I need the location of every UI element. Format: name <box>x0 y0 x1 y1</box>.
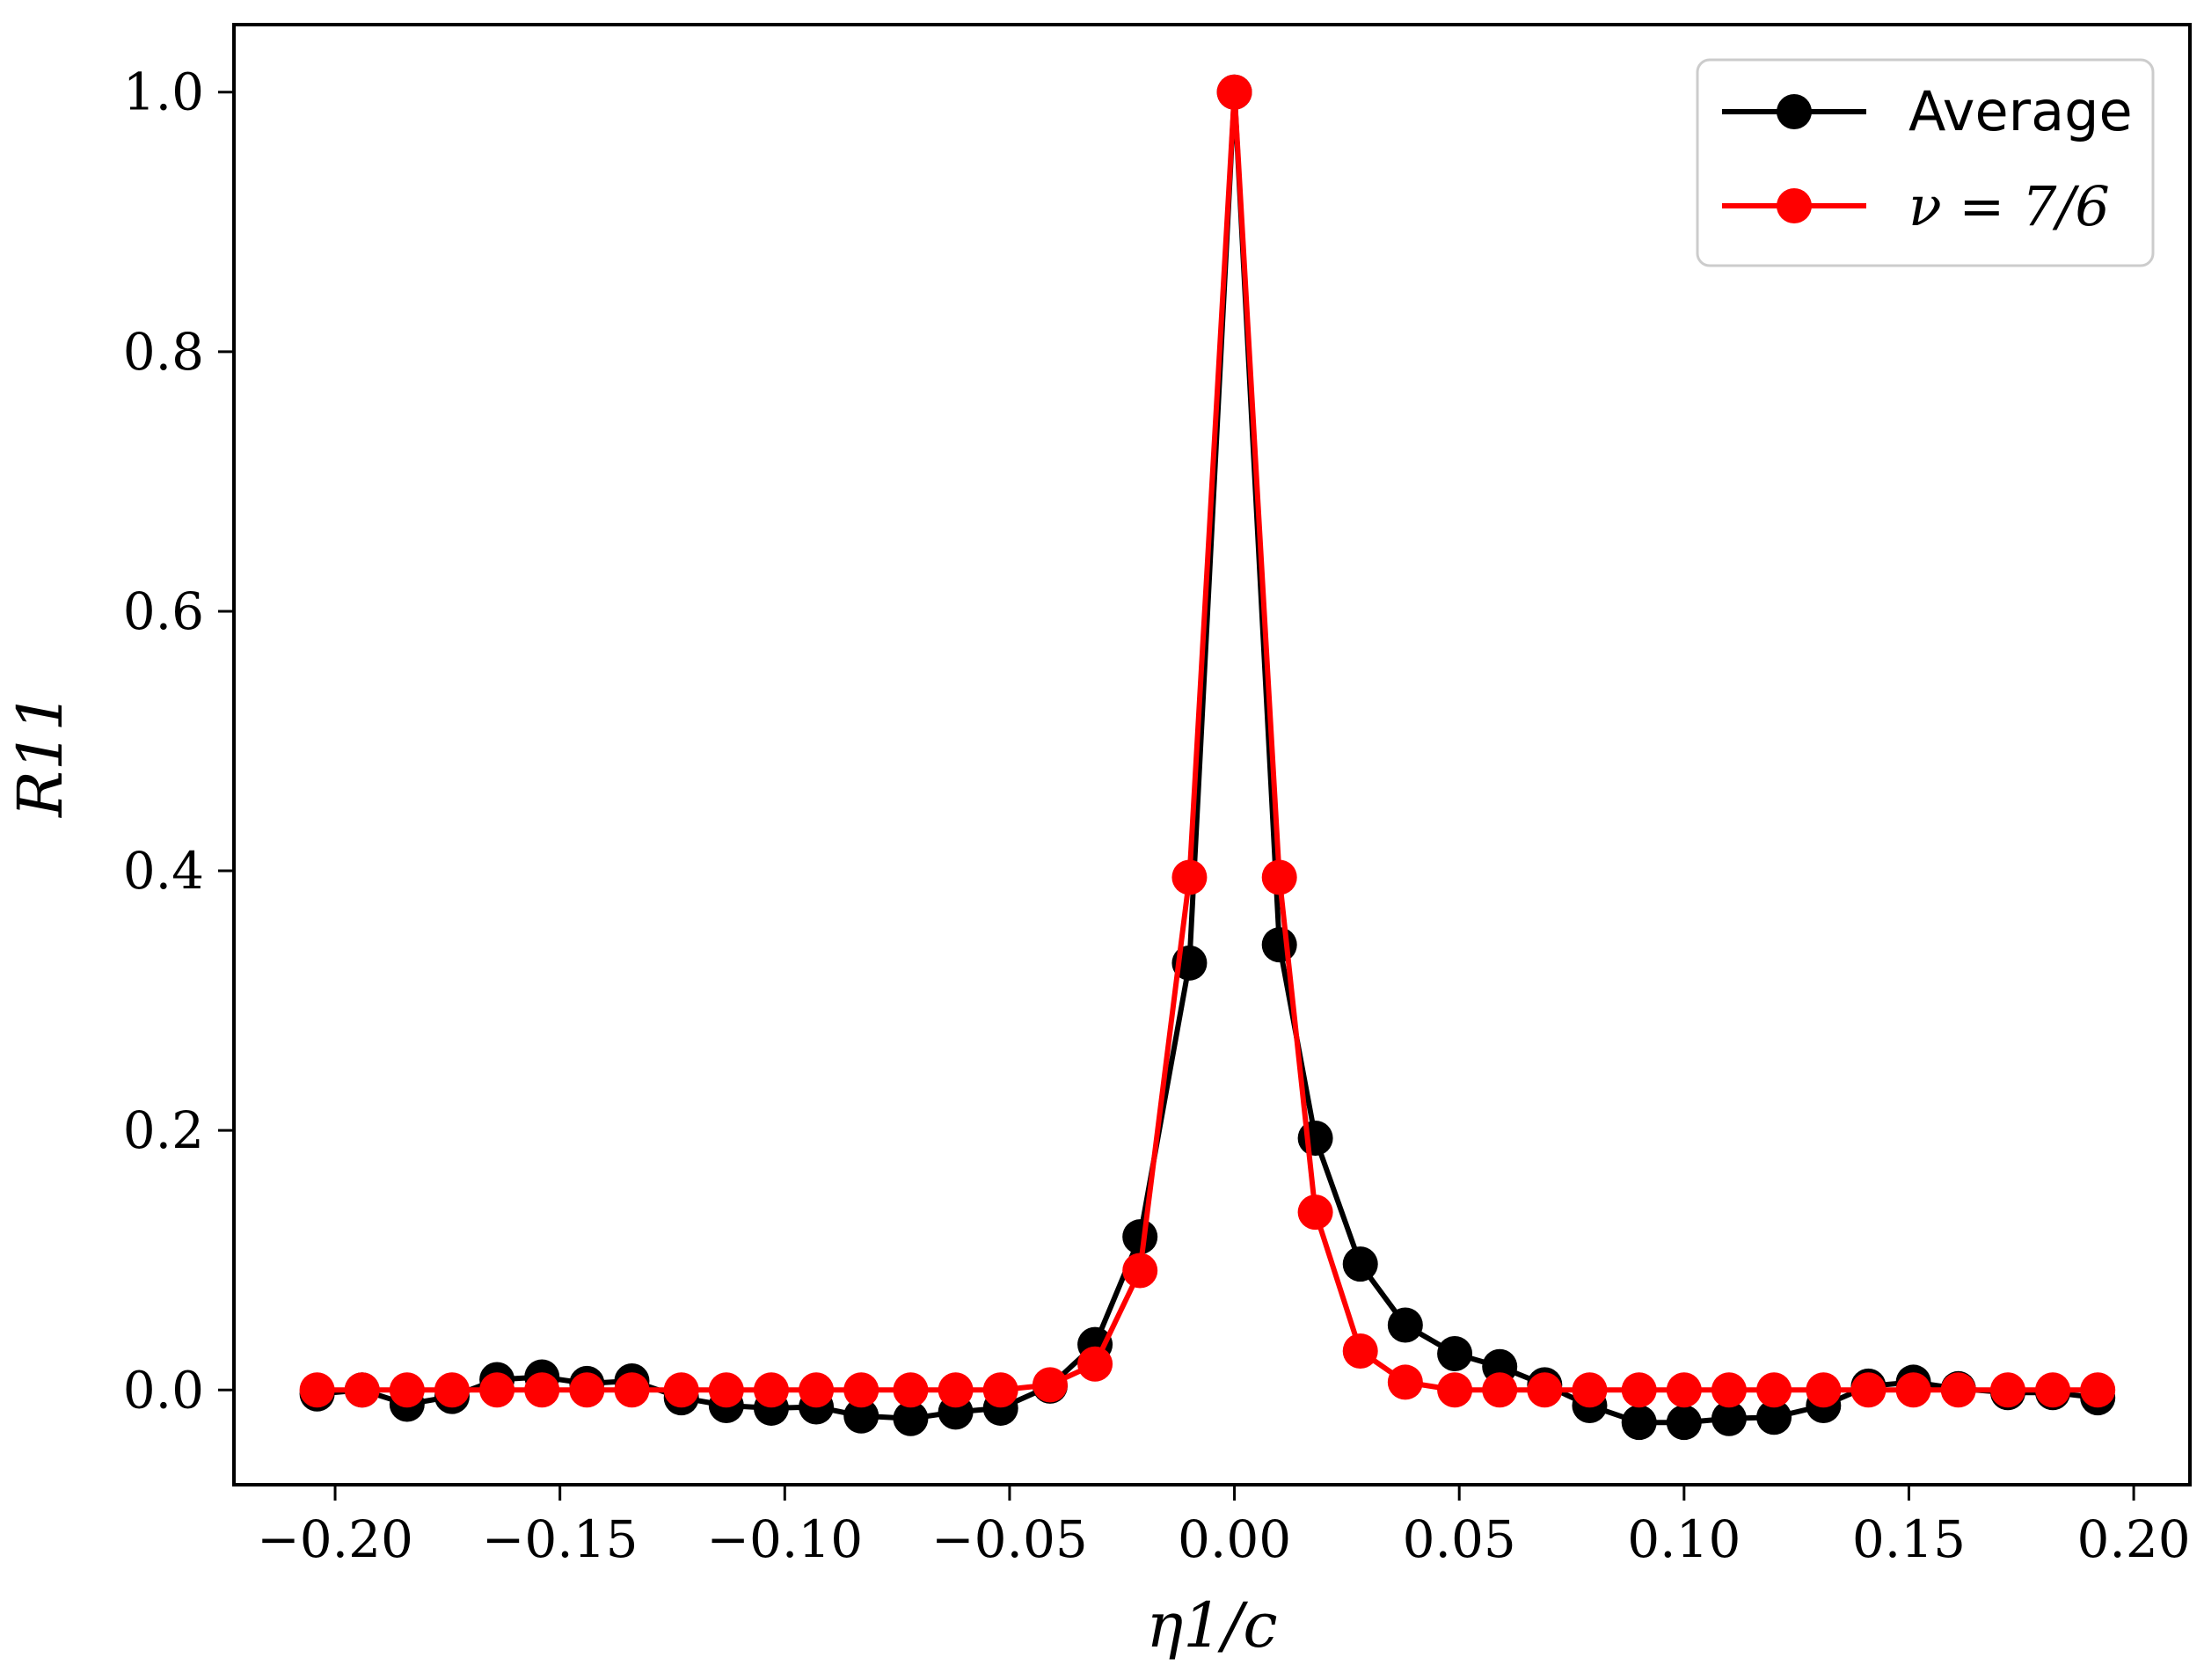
data-point-average <box>1297 1121 1333 1157</box>
data-point-average <box>1122 1219 1158 1255</box>
x-axis-label: η1/c <box>1146 1589 1277 1662</box>
x-axis-ticks: −0.20 −0.15 −0.10 −0.05 0.00 0.05 0.10 0.15 0.20 <box>257 1485 2191 1569</box>
x-tick-label: 0.00 <box>1178 1509 1291 1569</box>
data-point-nu-7-6 <box>1666 1372 1702 1408</box>
data-point-nu-7-6 <box>1895 1372 1931 1408</box>
data-point-nu-7-6 <box>1527 1372 1563 1408</box>
data-point-nu-7-6 <box>479 1372 515 1408</box>
x-tick-label: 0.05 <box>1403 1509 1516 1569</box>
data-point-nu-7-6 <box>1261 859 1297 895</box>
data-point-nu-7-6 <box>1297 1194 1333 1231</box>
data-point-nu-7-6 <box>843 1372 879 1408</box>
y-tick-label: 0.8 <box>123 322 204 382</box>
data-point-average <box>1261 927 1297 963</box>
data-point-nu-7-6 <box>1756 1372 1792 1408</box>
data-point-nu-7-6 <box>569 1372 605 1408</box>
data-point-average <box>1666 1405 1702 1441</box>
legend-marker-average <box>1777 94 1812 129</box>
data-point-nu-7-6 <box>1437 1372 1473 1408</box>
data-point-nu-7-6 <box>663 1372 699 1408</box>
legend-marker-nu <box>1777 188 1812 223</box>
series-line-nu-7-6 <box>317 89 2098 1393</box>
data-point-nu-7-6 <box>753 1372 789 1408</box>
data-point-average <box>1342 1246 1378 1282</box>
x-tick-label: −0.20 <box>257 1509 413 1569</box>
data-point-nu-7-6 <box>434 1372 470 1408</box>
data-point-nu-7-6 <box>1989 1372 2025 1408</box>
x-tick-label: 0.15 <box>1852 1509 1966 1569</box>
legend-label-average: Average <box>1908 79 2133 143</box>
y-axis-label: R11 <box>4 692 77 819</box>
data-point-average <box>843 1398 879 1434</box>
data-point-average <box>1387 1307 1423 1343</box>
data-point-average <box>1756 1399 1792 1435</box>
legend-label-nu: ν = 7/6 <box>1908 174 2110 238</box>
data-point-nu-7-6 <box>524 1372 560 1408</box>
x-tick-label: 0.20 <box>2077 1509 2191 1569</box>
y-tick-label: 0.2 <box>123 1100 204 1160</box>
data-point-nu-7-6 <box>1032 1367 1068 1403</box>
data-point-nu-7-6 <box>299 1372 335 1408</box>
data-point-nu-7-6 <box>938 1372 974 1408</box>
data-point-nu-7-6 <box>1850 1372 1887 1408</box>
data-point-nu-7-6 <box>1940 1372 1976 1408</box>
data-point-average <box>1437 1335 1473 1371</box>
data-point-nu-7-6 <box>1806 1372 1842 1408</box>
data-point-nu-7-6 <box>1711 1372 1747 1408</box>
data-point-nu-7-6 <box>614 1372 650 1408</box>
y-tick-label: 0.6 <box>123 581 204 641</box>
data-point-nu-7-6 <box>2035 1372 2071 1408</box>
data-point-nu-7-6 <box>982 1372 1018 1408</box>
data-point-nu-7-6 <box>708 1372 744 1408</box>
data-point-nu-7-6 <box>2080 1372 2116 1408</box>
data-point-average <box>1621 1405 1657 1441</box>
data-point-nu-7-6 <box>893 1372 929 1408</box>
data-point-nu-7-6 <box>389 1372 425 1408</box>
y-axis-ticks: 0.0 0.2 0.4 0.6 0.8 1.0 <box>123 62 234 1420</box>
data-point-nu-7-6 <box>1171 859 1208 895</box>
data-point-nu-7-6 <box>1077 1346 1113 1382</box>
x-tick-label: −0.10 <box>706 1509 863 1569</box>
data-point-nu-7-6 <box>1621 1372 1657 1408</box>
data-point-nu-7-6 <box>1482 1372 1518 1408</box>
y-tick-label: 1.0 <box>123 62 204 122</box>
x-tick-label: −0.15 <box>482 1509 639 1569</box>
series-line-average <box>317 89 2098 1426</box>
legend: Average ν = 7/6 <box>1696 58 2155 267</box>
data-point-nu-7-6 <box>1216 74 1252 110</box>
plot-frame <box>232 23 2192 1486</box>
data-point-nu-7-6 <box>344 1372 380 1408</box>
data-point-nu-7-6 <box>1572 1372 1608 1408</box>
data-point-average <box>893 1400 929 1436</box>
data-point-average <box>1711 1400 1747 1436</box>
data-series <box>299 74 2116 1441</box>
x-tick-label: 0.10 <box>1627 1509 1741 1569</box>
x-tick-label: −0.05 <box>931 1509 1088 1569</box>
data-point-nu-7-6 <box>1122 1253 1158 1289</box>
data-point-nu-7-6 <box>799 1372 835 1408</box>
data-point-nu-7-6 <box>1342 1333 1378 1370</box>
y-tick-label: 0.0 <box>123 1360 204 1420</box>
y-tick-label: 0.4 <box>123 841 204 901</box>
data-point-nu-7-6 <box>1387 1364 1423 1400</box>
